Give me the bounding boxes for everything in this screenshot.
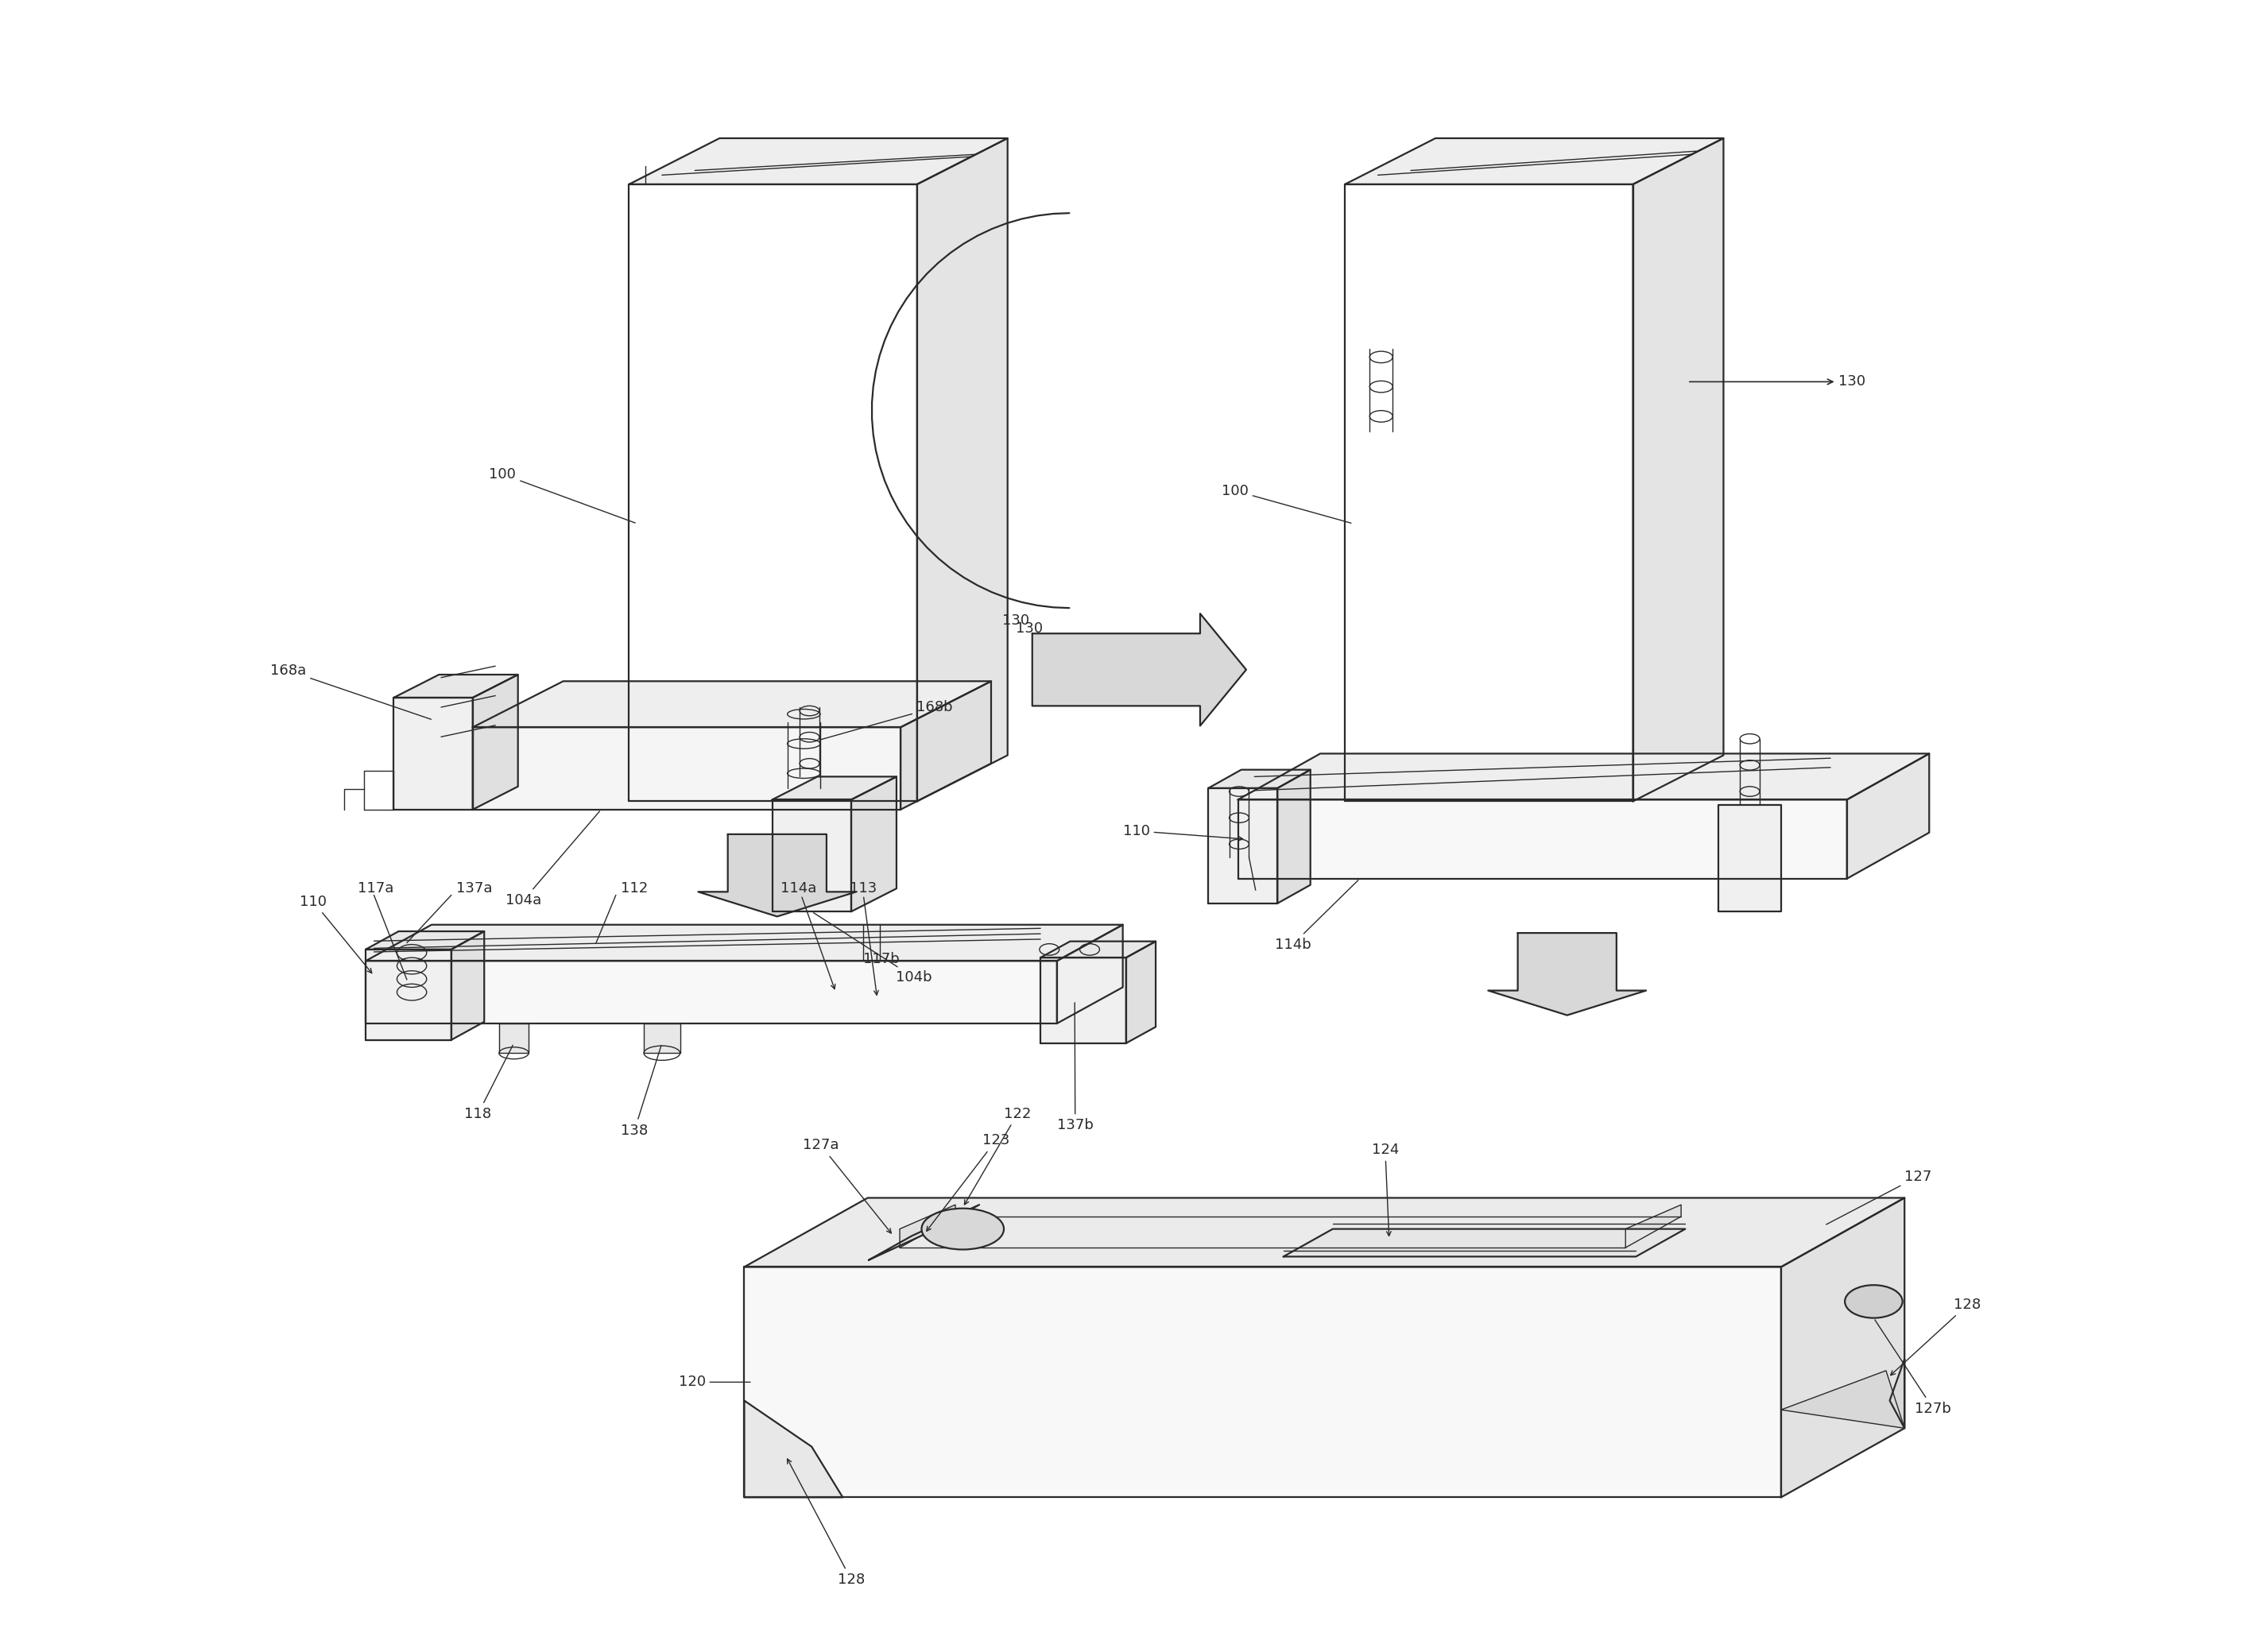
Text: 113: 113 xyxy=(851,882,878,895)
Polygon shape xyxy=(366,961,1056,1024)
Polygon shape xyxy=(1041,942,1156,958)
Polygon shape xyxy=(394,697,473,809)
Polygon shape xyxy=(1056,925,1122,1024)
Polygon shape xyxy=(1780,1198,1905,1497)
Text: 114a: 114a xyxy=(780,882,817,895)
Text: 110: 110 xyxy=(1122,824,1242,841)
Text: 120: 120 xyxy=(679,1374,751,1389)
Text: 104b: 104b xyxy=(814,914,932,985)
Polygon shape xyxy=(699,834,855,917)
Text: 118: 118 xyxy=(464,1046,513,1122)
Text: 104a: 104a xyxy=(507,811,599,907)
Polygon shape xyxy=(744,1198,1905,1267)
Polygon shape xyxy=(1126,942,1156,1042)
Polygon shape xyxy=(1719,805,1780,912)
Text: 110: 110 xyxy=(301,894,371,973)
Polygon shape xyxy=(1346,185,1633,801)
Polygon shape xyxy=(1278,770,1310,904)
Polygon shape xyxy=(1041,958,1126,1042)
Text: 127: 127 xyxy=(1825,1170,1932,1224)
Text: 124: 124 xyxy=(1371,1143,1398,1236)
Text: 128: 128 xyxy=(787,1459,864,1586)
Text: 117b: 117b xyxy=(864,952,900,966)
Polygon shape xyxy=(500,1024,529,1052)
Text: 127b: 127b xyxy=(1875,1320,1952,1416)
Polygon shape xyxy=(366,950,452,1039)
Polygon shape xyxy=(1283,1229,1685,1257)
Ellipse shape xyxy=(921,1208,1004,1249)
Text: 130: 130 xyxy=(1002,613,1029,628)
Polygon shape xyxy=(1780,1371,1905,1429)
Polygon shape xyxy=(473,727,900,809)
Polygon shape xyxy=(366,925,1122,961)
Polygon shape xyxy=(851,776,896,912)
Polygon shape xyxy=(1237,753,1929,800)
Polygon shape xyxy=(744,1401,844,1497)
Polygon shape xyxy=(645,1024,681,1052)
Text: 114b: 114b xyxy=(1274,881,1357,952)
Polygon shape xyxy=(473,681,991,727)
Text: 137b: 137b xyxy=(1056,1003,1093,1133)
Polygon shape xyxy=(900,1204,955,1247)
Polygon shape xyxy=(1237,800,1846,879)
Text: 168a: 168a xyxy=(269,664,432,719)
Text: 130: 130 xyxy=(1690,375,1866,388)
Polygon shape xyxy=(1488,933,1647,1016)
Polygon shape xyxy=(452,932,484,1039)
Polygon shape xyxy=(916,139,1007,801)
Text: 100: 100 xyxy=(1221,484,1350,524)
Text: 123: 123 xyxy=(927,1133,1009,1231)
Text: 137a: 137a xyxy=(457,882,493,895)
Text: 127a: 127a xyxy=(803,1138,891,1232)
Polygon shape xyxy=(366,932,484,950)
Polygon shape xyxy=(771,776,896,800)
Polygon shape xyxy=(900,681,991,809)
Polygon shape xyxy=(629,139,1007,185)
Polygon shape xyxy=(473,674,518,809)
Text: 117a: 117a xyxy=(357,882,394,895)
Polygon shape xyxy=(1208,788,1278,904)
Polygon shape xyxy=(1626,1204,1681,1247)
Polygon shape xyxy=(1846,753,1929,879)
Text: 100: 100 xyxy=(489,468,636,524)
Polygon shape xyxy=(1208,770,1310,788)
Text: 130: 130 xyxy=(1016,621,1165,669)
Text: 138: 138 xyxy=(620,1046,661,1138)
Text: 112: 112 xyxy=(620,882,647,895)
Polygon shape xyxy=(1031,613,1246,725)
Polygon shape xyxy=(1633,139,1724,801)
Polygon shape xyxy=(394,674,518,697)
Polygon shape xyxy=(869,1204,979,1260)
Text: 168b: 168b xyxy=(819,700,952,740)
Polygon shape xyxy=(1889,1360,1905,1429)
Polygon shape xyxy=(629,185,916,801)
Polygon shape xyxy=(1346,139,1724,185)
Ellipse shape xyxy=(1846,1285,1902,1318)
Polygon shape xyxy=(744,1267,1780,1497)
Text: 128: 128 xyxy=(1891,1298,1982,1374)
Polygon shape xyxy=(771,800,851,912)
Text: 122: 122 xyxy=(964,1107,1031,1204)
